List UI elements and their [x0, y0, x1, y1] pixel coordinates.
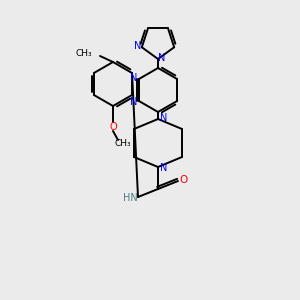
Text: N: N [134, 41, 142, 51]
Text: CH₃: CH₃ [75, 49, 92, 58]
Text: N: N [130, 73, 138, 83]
Text: N: N [130, 97, 138, 107]
Text: N: N [160, 113, 168, 123]
Text: O: O [180, 175, 188, 185]
Text: N: N [160, 163, 168, 173]
Text: N: N [158, 53, 166, 63]
Text: CH₃: CH₃ [115, 140, 131, 148]
Text: O: O [109, 122, 117, 132]
Text: HN: HN [123, 193, 137, 203]
